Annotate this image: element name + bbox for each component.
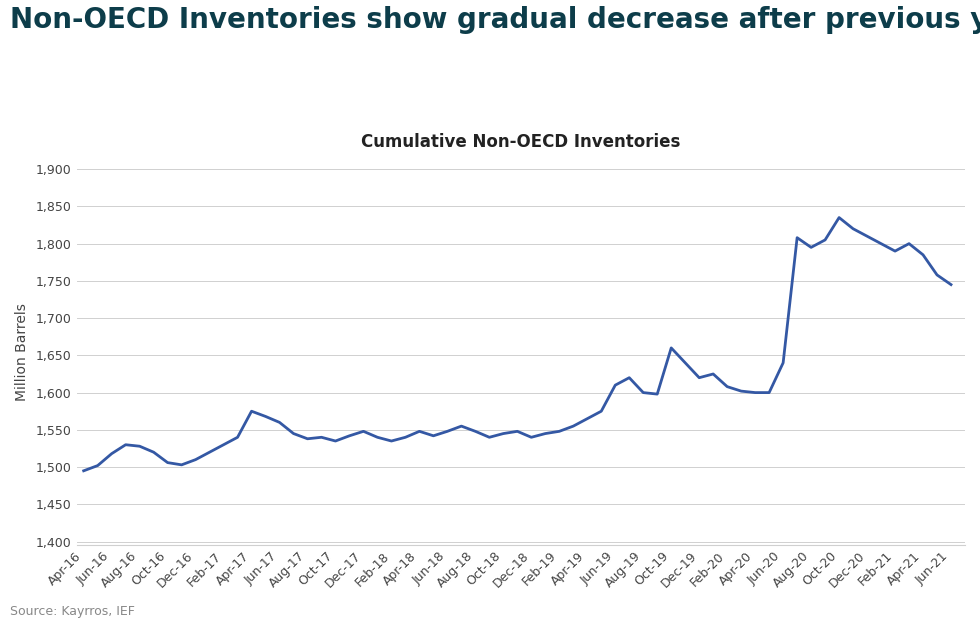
Text: Non-OECD Inventories show gradual decrease after previous year highs: Non-OECD Inventories show gradual decrea…: [10, 6, 980, 34]
Y-axis label: Million Barrels: Million Barrels: [15, 303, 29, 401]
Text: Source: Kayrros, IEF: Source: Kayrros, IEF: [10, 605, 134, 618]
Title: Cumulative Non-OECD Inventories: Cumulative Non-OECD Inventories: [362, 133, 680, 151]
